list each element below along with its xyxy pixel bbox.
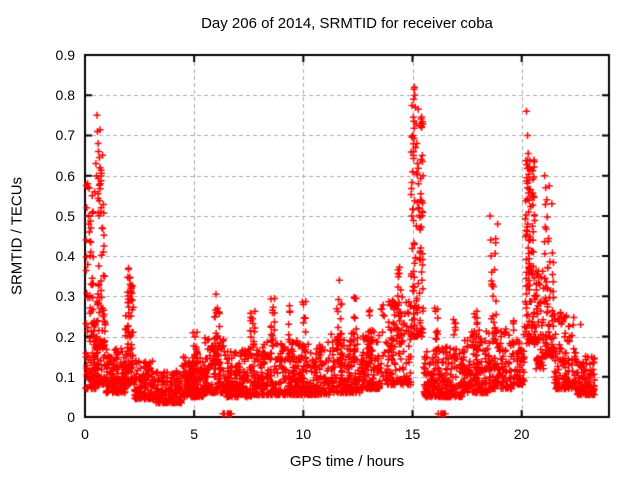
x-tick-label: 15 <box>404 426 421 442</box>
x-tick-label: 5 <box>190 426 199 442</box>
y-tick-label: 0.4 <box>55 248 75 265</box>
chart-title: Day 206 of 2014, SRMTID for receiver cob… <box>201 15 493 32</box>
y-tick-label: 0.5 <box>55 207 75 224</box>
x-tick-label: 0 <box>81 426 89 442</box>
x-tick-label: 20 <box>513 426 530 442</box>
y-tick-label: 0.9 <box>55 47 75 63</box>
y-tick-label: 0.3 <box>55 288 75 305</box>
y-tick-label: 0.1 <box>55 368 75 385</box>
y-tick-label: 0.8 <box>55 87 75 104</box>
y-axis-label: SRMTID / TECUs <box>8 176 26 296</box>
y-tick-label: 0.6 <box>55 167 75 184</box>
y-tick-label: 0 <box>67 409 75 425</box>
y-tick-label: 0.2 <box>55 328 75 345</box>
x-axis-label: GPS time / hours <box>289 453 405 470</box>
x-tick-label: 10 <box>295 426 312 442</box>
y-tick-label: 0.7 <box>55 127 75 144</box>
